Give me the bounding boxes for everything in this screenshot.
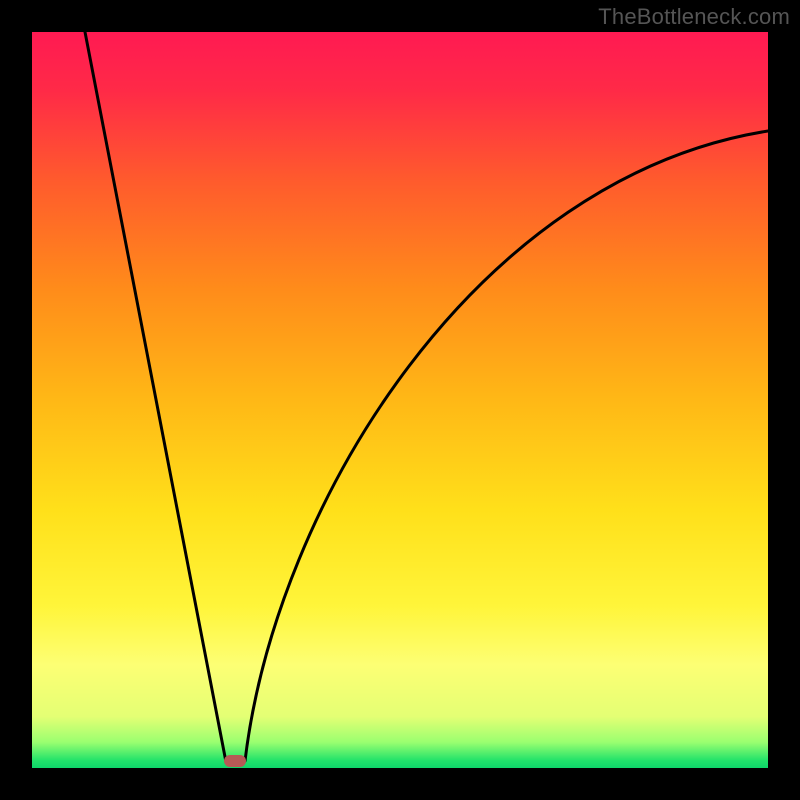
curve-right-segment — [245, 131, 768, 761]
minimum-marker — [224, 755, 246, 767]
chart-canvas: TheBottleneck.com — [0, 0, 800, 800]
watermark-text: TheBottleneck.com — [598, 4, 790, 30]
plot-area — [32, 32, 768, 768]
bottleneck-curve — [32, 32, 768, 768]
curve-left-segment — [85, 32, 226, 762]
